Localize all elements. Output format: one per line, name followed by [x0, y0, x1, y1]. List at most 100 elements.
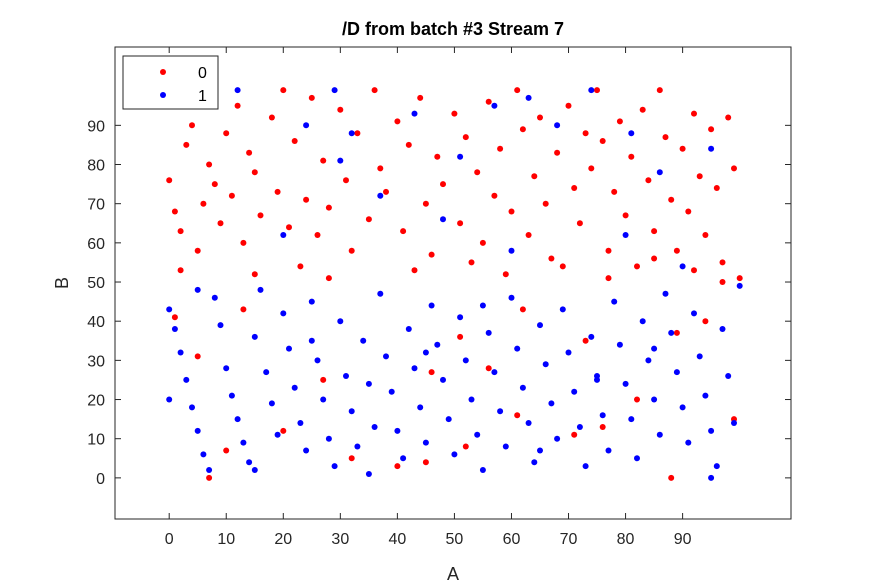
plot-area	[115, 47, 791, 519]
point-series-1-83	[639, 318, 646, 325]
point-series-0-45	[474, 169, 481, 176]
point-series-0-95	[411, 267, 418, 274]
point-series-0-6	[206, 161, 213, 168]
point-series-1-13	[240, 439, 247, 446]
point-series-1-28	[325, 435, 332, 442]
point-series-0-9	[223, 130, 230, 137]
point-series-1-46	[428, 302, 435, 309]
point-series-1-54	[474, 431, 481, 438]
x-tick-label: 80	[617, 531, 635, 548]
point-series-0-48	[491, 192, 498, 199]
x-tick-label: 30	[331, 531, 349, 548]
legend-marker-1	[160, 92, 166, 98]
point-series-1-66	[542, 361, 549, 368]
point-series-1-73	[582, 463, 589, 470]
point-series-0-98	[559, 263, 566, 270]
point-series-1-7	[206, 467, 213, 473]
point-series-0-83	[702, 232, 709, 238]
point-series-0-70	[628, 153, 635, 160]
point-series-1-68	[554, 435, 561, 442]
y-tick-label: 70	[87, 197, 105, 214]
y-tick-label: 50	[87, 275, 105, 292]
point-series-0-29	[354, 130, 361, 137]
point-series-0-66	[605, 247, 612, 254]
chart-title: /D from batch #3 Stream 7	[342, 19, 564, 39]
point-series-1-79	[616, 341, 623, 348]
point-series-1-35	[365, 380, 372, 387]
points-layer	[166, 87, 743, 481]
point-series-0-0	[166, 177, 173, 184]
point-series-0-41	[440, 181, 446, 188]
point-series-1-19	[274, 431, 281, 438]
point-series-1-37	[377, 290, 384, 297]
point-series-1-61	[514, 345, 521, 352]
point-series-1-53	[468, 396, 475, 403]
point-series-1-59	[502, 443, 509, 450]
y-tick-label: 90	[87, 118, 105, 135]
point-series-0-34	[394, 118, 401, 125]
x-tick-label: 10	[217, 531, 235, 548]
point-series-0-28	[348, 247, 355, 254]
point-series-1-31	[343, 373, 349, 379]
point-series-0-37	[417, 94, 424, 101]
point-series-1-77	[605, 447, 612, 454]
point-series-1-74	[588, 333, 595, 340]
point-series-0-92	[251, 271, 258, 278]
point-series-1-130	[525, 94, 532, 101]
point-series-0-72	[639, 106, 646, 113]
point-series-0-56	[542, 200, 549, 207]
point-series-1-71	[571, 388, 578, 395]
point-series-1-4	[189, 404, 195, 411]
point-series-0-18	[280, 87, 287, 94]
point-series-1-78	[611, 298, 618, 305]
point-series-1-22	[291, 384, 298, 391]
point-series-1-88	[668, 329, 675, 336]
point-series-0-17	[274, 188, 281, 195]
point-series-0-14	[251, 169, 258, 176]
point-series-0-109	[485, 365, 492, 372]
y-tick-label: 40	[87, 314, 105, 331]
point-series-1-111	[708, 474, 715, 481]
point-series-1-96	[713, 463, 720, 470]
legend-label-0: 0	[198, 65, 207, 82]
point-series-1-62	[519, 384, 526, 391]
point-series-0-89	[736, 275, 743, 282]
point-series-1-91	[685, 439, 692, 446]
point-series-0-82	[696, 173, 703, 180]
point-series-0-55	[537, 114, 543, 121]
point-series-1-41	[400, 455, 407, 462]
point-series-0-1	[171, 208, 178, 215]
point-series-0-42	[451, 110, 458, 117]
point-series-0-63	[588, 165, 595, 172]
point-series-1-115	[411, 110, 418, 117]
point-series-1-21	[286, 345, 292, 352]
point-series-0-2	[177, 228, 184, 235]
point-series-1-12	[234, 416, 241, 423]
point-series-0-119	[394, 463, 401, 470]
point-series-0-122	[514, 412, 521, 419]
point-series-1-108	[537, 447, 543, 454]
point-series-0-27	[343, 177, 349, 184]
point-series-0-87	[725, 114, 732, 121]
point-series-0-86	[719, 259, 726, 266]
point-series-1-6	[200, 451, 207, 458]
point-series-1-84	[645, 357, 652, 364]
legend-box	[122, 55, 219, 110]
point-series-0-75	[656, 87, 663, 94]
point-series-1-123	[508, 247, 515, 254]
point-series-0-106	[320, 376, 327, 383]
point-series-0-49	[497, 145, 504, 152]
point-series-0-46	[479, 239, 486, 246]
point-series-0-54	[531, 173, 538, 180]
y-tick-label: 20	[87, 393, 105, 410]
point-series-0-90	[177, 267, 184, 274]
point-series-0-51	[514, 87, 521, 94]
point-series-1-128	[331, 87, 338, 94]
point-series-0-62	[582, 130, 589, 137]
point-series-0-67	[611, 188, 618, 195]
point-series-0-52	[519, 126, 526, 133]
point-series-0-108	[457, 333, 464, 340]
point-series-0-5	[200, 200, 207, 207]
point-series-1-93	[696, 353, 703, 360]
legend: 0 1	[122, 55, 219, 110]
